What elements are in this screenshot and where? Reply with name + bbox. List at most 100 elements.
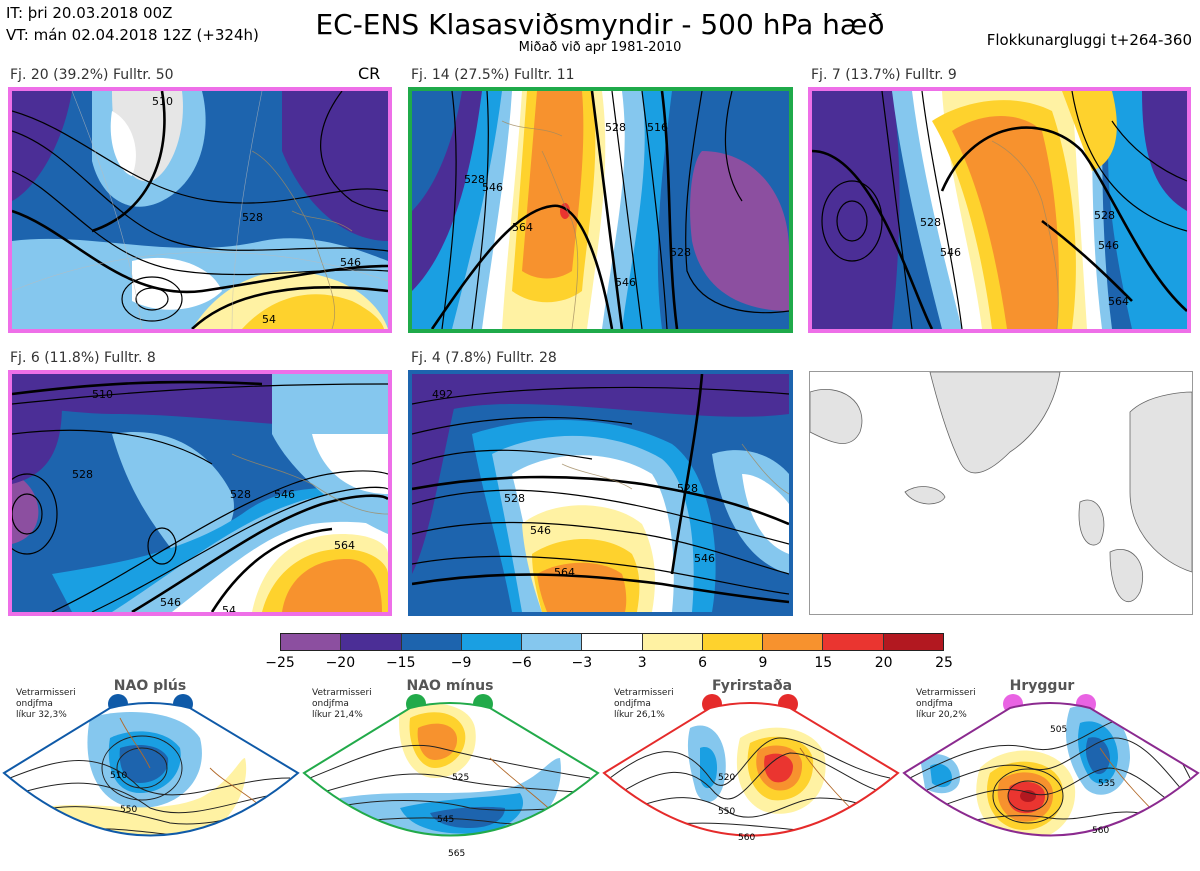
contour-label: 528 [670,246,691,259]
regime-map-blocking: 520 550 560 [602,702,900,843]
colorbar-label: −3 [571,655,593,671]
contour-label: 510 [152,95,173,108]
contour-label: 546 [940,246,961,259]
contour-label: 528 [504,492,525,505]
contour-label: 528 [72,468,93,481]
init-time: IT: þri 20.03.2018 00Z [6,4,173,22]
regime-meta-line: Vetrarmisseri [614,688,674,698]
panel-4-label: Fj. 6 (11.8%) Fulltr. 8 [10,350,156,366]
contour-label: 528 [605,121,626,134]
anomaly-colorbar [280,633,944,651]
regime-meta-line: Vetrarmisseri [312,688,372,698]
colorbar-swatch [701,634,763,650]
contour-label: 546 [160,596,181,609]
contour-label: 560 [1092,826,1109,836]
regime-title-blocking: Fyrirstaða [711,678,793,694]
colorbar-label: −6 [511,655,532,671]
panel-1-label: Fj. 20 (39.2%) Fulltr. 50 [10,67,174,83]
cluster-map-3[interactable]: 528 546 528 564 546 [808,87,1191,333]
contour-label: 535 [1098,779,1115,789]
colorbar-label: −9 [450,655,472,671]
colorbar-swatch [460,634,522,650]
page-title: EC-ENS Klasasviðsmyndir - 500 hPa hæð [315,8,885,41]
contour-label: 546 [1098,239,1119,252]
regime-meta-line: Vetrarmisseri [16,688,76,698]
cluster-map-3-graphic: 528 546 528 564 546 [812,91,1187,329]
contour-label: 564 [554,566,575,579]
cluster-map-1[interactable]: 510 528 546 54 [8,87,392,333]
contour-label: 546 [274,488,295,501]
cluster-map-2-graphic: 528 546 564 528 516 546 528 [412,91,789,329]
page-subtitle: Miðað við apr 1981-2010 [518,40,682,55]
contour-label: 528 [1094,209,1115,222]
regime-meta-line: ondjfma [16,699,53,709]
contour-label: 546 [530,524,551,537]
regime-map-ridge: 505 535 560 [902,702,1200,837]
contour-label: 528 [242,211,263,224]
cluster-map-4[interactable]: 510 528 528 546 564 546 54 [8,370,392,616]
regime-meta-line: ondjfma [916,699,953,709]
colorbar-swatch [762,634,823,650]
contour-label: 520 [718,773,735,783]
regime-map-nao-minus: 525 545 565 [302,702,600,859]
regime-title-ridge: Hryggur [1009,678,1075,694]
regime-meta-nao-plus: Vetrarmisseri ondjfma líkur 32,3% [16,688,76,721]
contour-label: 550 [718,807,735,817]
contour-label: 546 [694,552,715,565]
panel-2-label: Fj. 14 (27.5%) Fulltr. 11 [411,67,575,83]
contour-label: 54 [222,604,236,612]
contour-label: 525 [452,773,469,783]
colorbar-swatch [581,634,642,650]
contour-label: 54 [262,313,276,326]
contour-label: 546 [615,276,636,289]
classification-window: Flokkunargluggi t+264-360 [986,31,1192,49]
panel-1-tag: CR [358,64,381,83]
regime-meta-line: líkur 26,1% [614,710,665,720]
contour-label: 564 [1108,295,1129,308]
regime-title-nao-minus: NAO mínus [406,678,494,694]
colorbar-label: 20 [874,655,893,671]
weather-regimes: NAO plús Vetrarmisseri ondjfma líkur 32,… [0,678,1200,871]
cluster-map-1-graphic: 510 528 546 54 [12,91,388,329]
regime-map-nao-plus: 510 550 [2,702,300,837]
colorbar-label: 6 [698,655,707,671]
regime-meta-line: líkur 32,3% [16,710,67,720]
regime-meta-line: líkur 21,4% [312,710,363,720]
contour-label: 546 [340,256,361,269]
contour-label: 510 [92,388,113,401]
cluster-map-4-graphic: 510 528 528 546 564 546 54 [12,374,388,612]
contour-label: 528 [677,482,698,495]
contour-label: 565 [448,849,465,859]
colorbar-label: −15 [385,655,416,671]
contour-label: 528 [920,216,941,229]
regime-meta-line: ondjfma [614,699,651,709]
colorbar-swatch [521,634,582,650]
colorbar-swatch [822,634,883,650]
contour-label: 492 [432,388,453,401]
colorbar-label: 3 [637,655,647,671]
contour-label: 545 [437,815,454,825]
regime-meta-ridge: Vetrarmisseri ondjfma líkur 20,2% [916,688,976,721]
contour-label: 560 [738,833,755,843]
colorbar-label: −25 [265,655,295,671]
reference-map [809,371,1193,615]
colorbar-label: 25 [935,655,953,671]
colorbar-swatch [882,634,943,650]
valid-time: VT: mán 02.04.2018 12Z (+324h) [6,26,259,44]
colorbar-label: 9 [758,655,768,671]
reference-map-graphic [809,371,1193,603]
contour-label: 528 [230,488,251,501]
contour-label: 564 [512,221,533,234]
colorbar-swatch [281,634,341,650]
cluster-map-5[interactable]: 492 528 528 546 564 546 [408,370,793,616]
colorbar-swatch [400,634,461,650]
colorbar-swatch [641,634,702,650]
regime-meta-nao-minus: Vetrarmisseri ondjfma líkur 21,4% [312,688,372,721]
colorbar-label: 15 [814,655,833,671]
regime-meta-line: ondjfma [312,699,349,709]
contour-label: 546 [482,181,503,194]
colorbar-labels: −25 −20 −15 −9 −6 −3 3 6 9 15 20 25 [0,655,1200,675]
contour-label: 528 [464,173,485,186]
cluster-map-2[interactable]: 528 546 564 528 516 546 528 [408,87,793,333]
regime-meta-blocking: Vetrarmisseri ondjfma líkur 26,1% [614,688,674,721]
